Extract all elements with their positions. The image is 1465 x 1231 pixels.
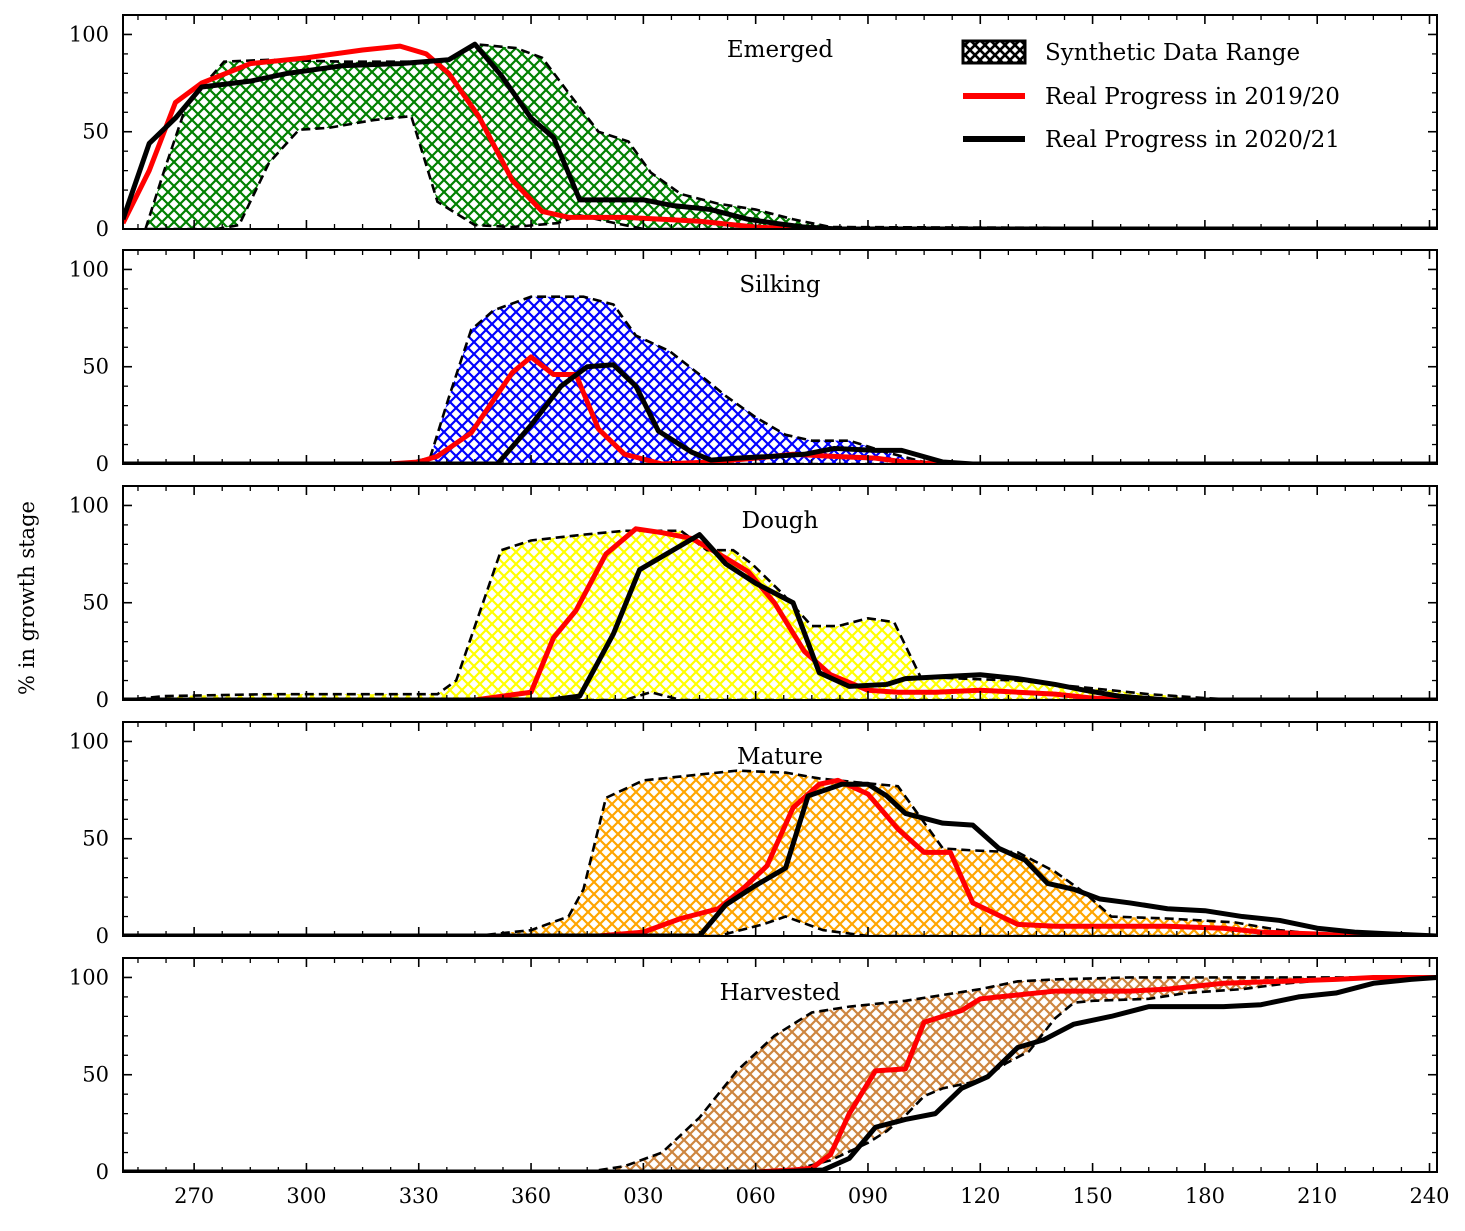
synthetic-range-lower-bound bbox=[145, 114, 1437, 229]
synthetic-range-area bbox=[123, 977, 1437, 1172]
series-line-2019-20 bbox=[123, 974, 1437, 1172]
panel-title: Silking bbox=[739, 272, 821, 298]
series-line-2020-21 bbox=[123, 781, 1437, 936]
y-tick-label: 100 bbox=[69, 493, 109, 517]
y-axis-label: % in growth stage bbox=[15, 501, 39, 695]
panel-title: Dough bbox=[742, 508, 819, 534]
panel-frame bbox=[122, 721, 1438, 937]
panel-title: Harvested bbox=[720, 980, 841, 1006]
series-line-2020-21 bbox=[123, 532, 1437, 700]
y-tick-label: 0 bbox=[96, 1160, 109, 1184]
panel-frame bbox=[122, 249, 1438, 465]
panel-plot-area bbox=[123, 769, 1437, 936]
x-tick-label: 180 bbox=[1185, 1184, 1225, 1208]
x-tick-label: 030 bbox=[623, 1184, 663, 1208]
panel-plot-area bbox=[123, 41, 1437, 229]
panel-mature: 0 50 100 Mature bbox=[69, 721, 1438, 948]
panel-title: Emerged bbox=[727, 37, 834, 63]
legend-label: Synthetic Data Range bbox=[1045, 40, 1300, 66]
x-tick-label: 300 bbox=[286, 1184, 326, 1208]
y-tick-label: 50 bbox=[82, 827, 109, 851]
series-line-2020-21 bbox=[123, 974, 1437, 1172]
synthetic-range-lower-bound bbox=[123, 976, 1437, 1172]
synthetic-range-upper-bound bbox=[144, 42, 1437, 229]
panel-plot-area bbox=[123, 974, 1437, 1172]
legend-label: Real Progress in 2019/20 bbox=[1045, 84, 1340, 110]
y-tick-label: 100 bbox=[69, 22, 109, 46]
y-tick-label: 100 bbox=[69, 257, 109, 281]
panel-frame bbox=[122, 957, 1438, 1173]
legend-label: Real Progress in 2020/21 bbox=[1045, 127, 1340, 153]
x-tick-label: 150 bbox=[1073, 1184, 1113, 1208]
legend-swatch-synthetic bbox=[961, 39, 1027, 65]
y-tick-label: 0 bbox=[96, 924, 109, 948]
y-tick-label: 100 bbox=[69, 965, 109, 989]
panel-plot-area bbox=[123, 526, 1437, 700]
series-line-2019-20 bbox=[123, 777, 1437, 936]
y-tick-label: 50 bbox=[82, 355, 109, 379]
y-tick-label: 50 bbox=[82, 1063, 109, 1087]
series-line-2019-20 bbox=[123, 43, 1437, 229]
y-tick-label: 100 bbox=[69, 729, 109, 753]
legend: Synthetic Data Range Real Progress in 201… bbox=[961, 39, 1340, 153]
synthetic-range-area bbox=[145, 44, 1437, 229]
x-tick-label: 120 bbox=[960, 1184, 1000, 1208]
y-tick-label: 50 bbox=[82, 591, 109, 615]
panel-emerged: 0 50 100 Emerged bbox=[69, 14, 1438, 241]
synthetic-range-upper-bound bbox=[123, 529, 1437, 700]
y-tick-label: 0 bbox=[96, 688, 109, 712]
x-tick-label: 330 bbox=[399, 1184, 439, 1208]
x-tick-label: 210 bbox=[1297, 1184, 1337, 1208]
synthetic-range-upper-bound bbox=[123, 769, 1437, 936]
synthetic-range-area bbox=[123, 296, 1437, 464]
y-tick-label: 0 bbox=[96, 452, 109, 476]
series-line-2019-20 bbox=[123, 526, 1437, 700]
panel-title: Mature bbox=[737, 744, 823, 770]
series-line-2020-21 bbox=[123, 41, 1437, 229]
panel-frame bbox=[122, 14, 1438, 230]
x-tick-label: 090 bbox=[848, 1184, 888, 1208]
x-tick-label: 240 bbox=[1409, 1184, 1449, 1208]
panel-dough: 0 50 100 Dough bbox=[69, 485, 1438, 712]
panel-silking: 0 50 100 Silking bbox=[69, 249, 1438, 476]
y-tick-label: 0 bbox=[96, 217, 109, 241]
x-tick-label: 060 bbox=[736, 1184, 776, 1208]
synthetic-range-area bbox=[123, 770, 1437, 936]
panel-frame bbox=[122, 485, 1438, 701]
x-tick-label: 270 bbox=[174, 1184, 214, 1208]
x-tick-label: 360 bbox=[511, 1184, 551, 1208]
series-line-2020-21 bbox=[123, 362, 1437, 464]
panel-harvested: 270 300 330 360 030 060 090 120 150 180 210 240 0 50 1… bbox=[69, 957, 1450, 1208]
panels-layer: 0 50 100 Emerged 0 50 100 Silking 0 50 100 Dough 0 50… bbox=[69, 14, 1450, 1208]
y-tick-label: 50 bbox=[82, 120, 109, 144]
synthetic-range-upper-bound bbox=[123, 976, 1437, 1172]
panel-plot-area bbox=[123, 295, 1437, 464]
synthetic-range-lower-bound bbox=[123, 915, 1437, 936]
